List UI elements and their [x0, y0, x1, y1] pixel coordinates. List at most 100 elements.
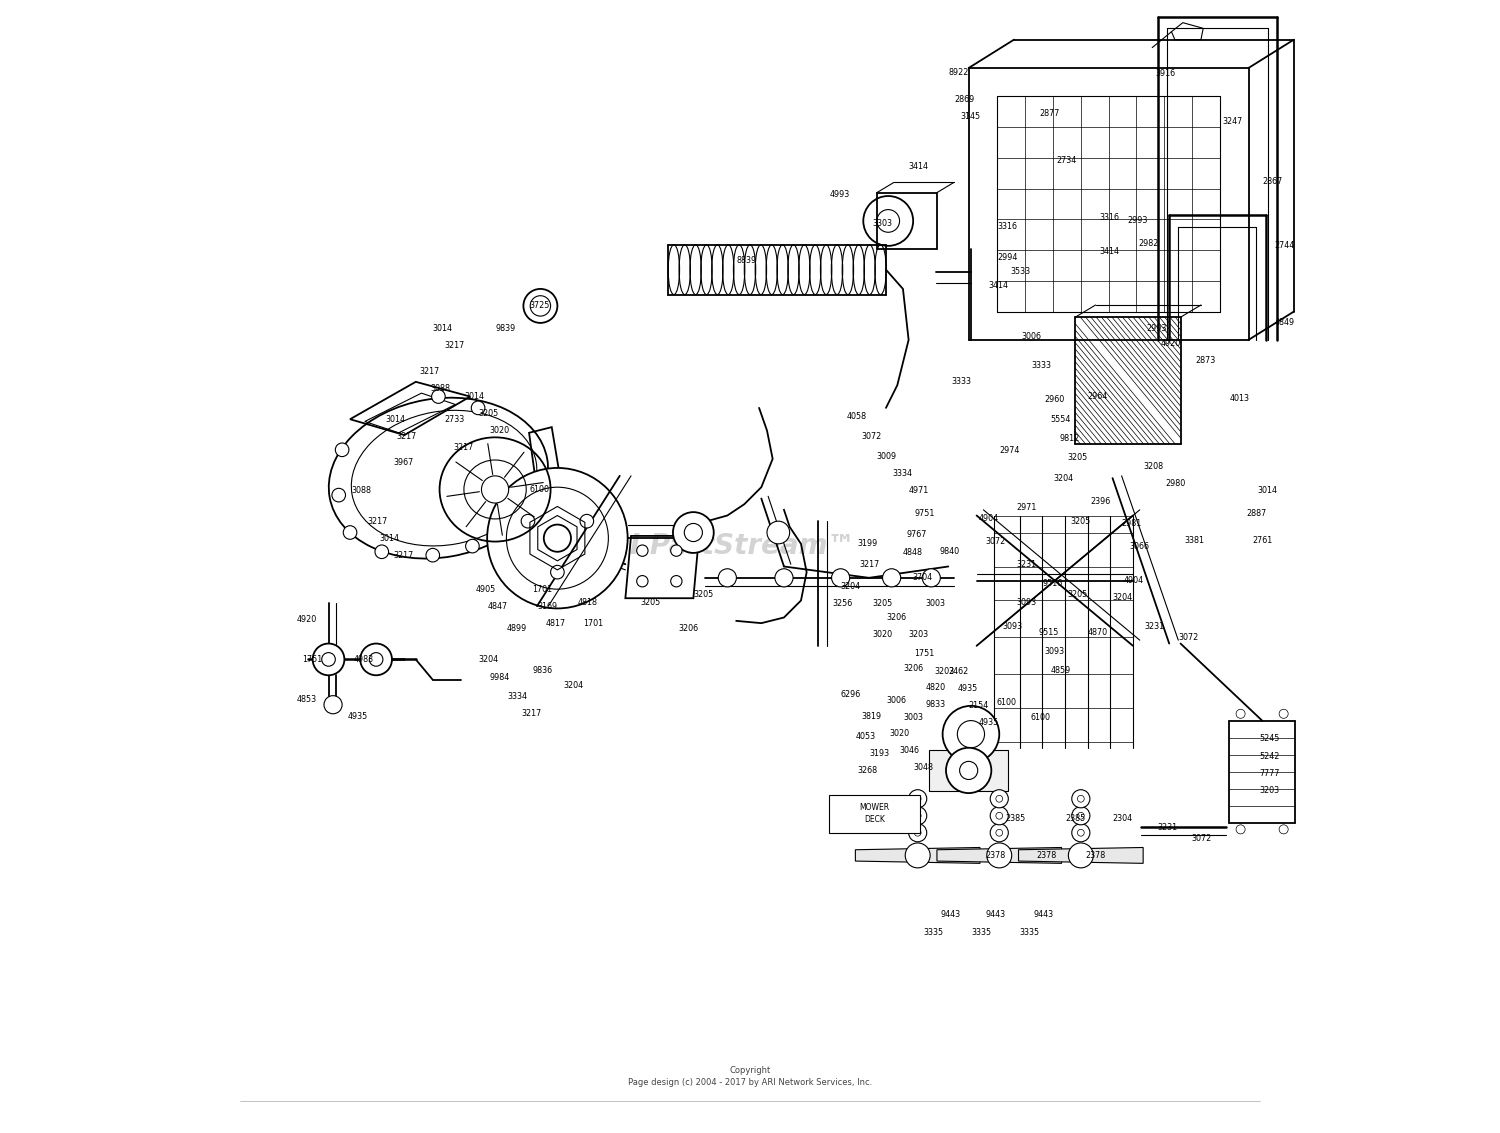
Circle shape — [990, 790, 1008, 808]
Text: 3169: 3169 — [537, 602, 556, 611]
Text: MOWER
DECK: MOWER DECK — [859, 803, 889, 824]
Circle shape — [996, 812, 1002, 819]
Text: 4904: 4904 — [1124, 576, 1144, 585]
Circle shape — [636, 576, 648, 587]
Text: 3205: 3205 — [1071, 517, 1090, 526]
Text: 4817: 4817 — [546, 619, 566, 628]
Text: 2877: 2877 — [1040, 109, 1059, 118]
Text: 2385: 2385 — [1065, 813, 1084, 823]
Text: 3203: 3203 — [909, 630, 928, 639]
Text: 3003: 3003 — [926, 599, 945, 608]
Circle shape — [1236, 709, 1245, 718]
Circle shape — [324, 696, 342, 714]
Text: 3335: 3335 — [924, 928, 944, 937]
Circle shape — [321, 653, 336, 666]
Text: 3206: 3206 — [678, 624, 699, 633]
Circle shape — [544, 525, 572, 552]
Circle shape — [996, 829, 1002, 836]
Text: Page design (c) 2004 - 2017 by ARI Network Services, Inc.: Page design (c) 2004 - 2017 by ARI Netwo… — [628, 1079, 872, 1088]
Text: 1701: 1701 — [532, 585, 552, 594]
Bar — [928, 750, 1008, 791]
Text: 3204: 3204 — [478, 655, 498, 664]
Text: 3204: 3204 — [840, 582, 861, 591]
Text: 9839: 9839 — [495, 324, 516, 333]
Text: 3381: 3381 — [1184, 536, 1204, 545]
Text: 4899: 4899 — [507, 624, 526, 633]
Circle shape — [580, 514, 594, 528]
Circle shape — [360, 644, 392, 675]
Circle shape — [1280, 709, 1288, 718]
Circle shape — [996, 795, 1002, 802]
Text: 4971: 4971 — [909, 486, 928, 495]
Text: 3256: 3256 — [833, 599, 854, 608]
Text: ARI PartStream™: ARI PartStream™ — [588, 533, 856, 560]
Polygon shape — [1019, 847, 1143, 863]
Text: 4905: 4905 — [476, 585, 496, 594]
Text: 3020: 3020 — [890, 729, 909, 738]
Circle shape — [915, 829, 921, 836]
Text: 2733: 2733 — [444, 415, 465, 424]
Circle shape — [776, 569, 794, 587]
Text: 3916: 3916 — [1155, 69, 1176, 78]
Text: 4848: 4848 — [903, 548, 922, 557]
Circle shape — [482, 476, 508, 503]
Text: 3205: 3205 — [693, 590, 714, 599]
Circle shape — [990, 807, 1008, 825]
Circle shape — [1072, 790, 1090, 808]
Text: 9515: 9515 — [1040, 628, 1059, 637]
Text: 3334: 3334 — [892, 469, 914, 478]
Text: 2462: 2462 — [948, 667, 969, 676]
Circle shape — [946, 748, 992, 793]
Circle shape — [957, 721, 984, 748]
Text: 3217: 3217 — [393, 551, 414, 560]
Circle shape — [766, 521, 789, 544]
Text: 2960: 2960 — [1044, 395, 1065, 404]
Text: 4849: 4849 — [1275, 318, 1294, 327]
Text: 3014: 3014 — [1257, 486, 1278, 495]
Text: 9833: 9833 — [926, 700, 945, 709]
Text: 2378: 2378 — [1086, 851, 1106, 860]
Text: 3093: 3093 — [1044, 647, 1065, 656]
Text: 3316: 3316 — [998, 222, 1017, 231]
Text: 2981: 2981 — [1122, 519, 1142, 528]
Text: 3046: 3046 — [900, 746, 920, 755]
Text: 3014: 3014 — [386, 415, 405, 424]
Circle shape — [465, 539, 478, 553]
Circle shape — [915, 795, 921, 802]
Text: 2993: 2993 — [1128, 216, 1148, 225]
Circle shape — [336, 443, 350, 457]
Circle shape — [488, 468, 627, 608]
Text: 1701: 1701 — [584, 619, 603, 628]
Text: 4935: 4935 — [348, 712, 368, 721]
Circle shape — [831, 569, 849, 587]
Text: 8839: 8839 — [736, 256, 756, 265]
Text: 2994: 2994 — [998, 253, 1017, 262]
Text: 4820: 4820 — [926, 683, 945, 692]
Text: 3217: 3217 — [453, 443, 474, 452]
Text: 9840: 9840 — [939, 547, 960, 556]
Circle shape — [1068, 843, 1094, 868]
Text: 2385: 2385 — [1005, 813, 1025, 823]
Text: 3009: 3009 — [878, 452, 897, 461]
Text: 3819: 3819 — [861, 712, 880, 721]
Text: 3217: 3217 — [368, 517, 387, 526]
Text: 3204: 3204 — [562, 681, 584, 690]
Text: 3533: 3533 — [1011, 267, 1031, 276]
Circle shape — [904, 843, 930, 868]
Text: 3020: 3020 — [489, 426, 510, 435]
Circle shape — [960, 761, 978, 780]
Text: 3003: 3003 — [903, 713, 922, 722]
Text: 9767: 9767 — [906, 530, 927, 539]
Text: 3268: 3268 — [858, 766, 877, 775]
Circle shape — [636, 545, 648, 556]
Circle shape — [344, 526, 357, 539]
Text: 5554: 5554 — [1050, 415, 1071, 424]
Text: 3205: 3205 — [873, 599, 892, 608]
Text: 3199: 3199 — [858, 539, 877, 548]
Text: 4920: 4920 — [297, 615, 316, 624]
Circle shape — [942, 706, 999, 763]
Text: 4053: 4053 — [855, 732, 876, 741]
Text: Copyright: Copyright — [729, 1066, 771, 1075]
Text: 2971: 2971 — [1017, 503, 1036, 512]
Text: 4935: 4935 — [957, 684, 978, 693]
